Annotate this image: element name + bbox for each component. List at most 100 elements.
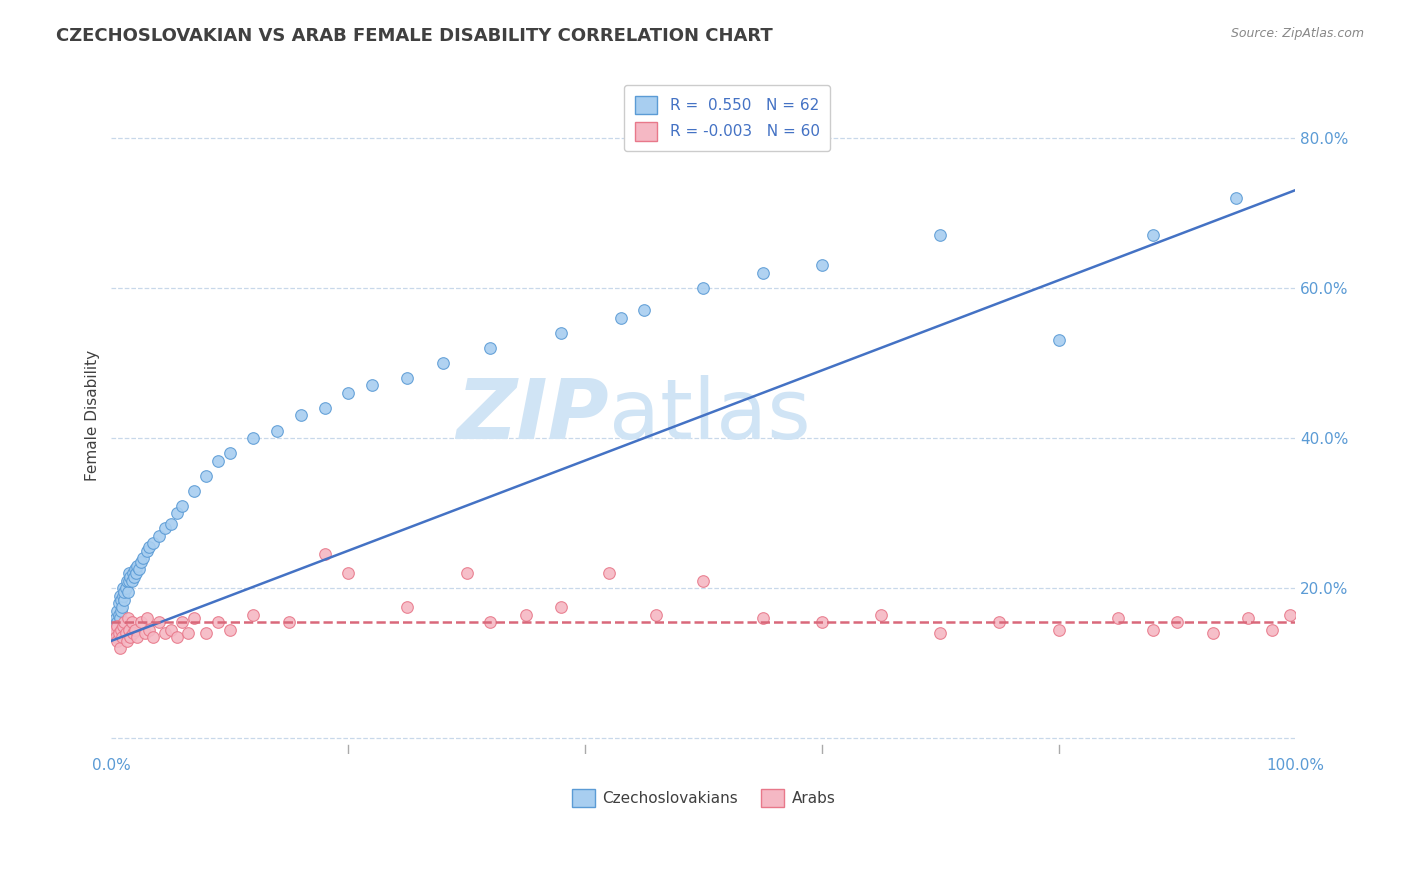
Point [105, 611, 128, 625]
Point [107, 607, 129, 622]
Point [110, 604, 132, 618]
Point [110, 623, 132, 637]
Point [153, 521, 176, 535]
Point [1225, 191, 1247, 205]
Point [148, 529, 170, 543]
Point [114, 585, 136, 599]
Point [207, 615, 229, 629]
Point [633, 303, 655, 318]
Point [337, 386, 360, 401]
Point [153, 626, 176, 640]
Point [129, 555, 152, 569]
Point [112, 619, 135, 633]
Point [811, 258, 834, 272]
Point [132, 551, 155, 566]
Point [112, 581, 135, 595]
Point [117, 611, 139, 625]
Point [105, 630, 128, 644]
Point [142, 630, 165, 644]
Legend: Czechoslovakians, Arabs: Czechoslovakians, Arabs [565, 782, 841, 814]
Point [107, 626, 129, 640]
Point [104, 619, 127, 633]
Point [870, 607, 893, 622]
Point [266, 424, 288, 438]
Point [432, 356, 454, 370]
Point [118, 574, 141, 588]
Point [361, 378, 384, 392]
Point [114, 592, 136, 607]
Point [103, 626, 125, 640]
Point [127, 558, 149, 573]
Point [811, 615, 834, 629]
Point [396, 600, 419, 615]
Point [142, 536, 165, 550]
Point [118, 623, 141, 637]
Point [1166, 615, 1188, 629]
Point [127, 630, 149, 644]
Point [172, 499, 194, 513]
Point [136, 543, 159, 558]
Text: Source: ZipAtlas.com: Source: ZipAtlas.com [1230, 27, 1364, 40]
Point [314, 548, 336, 562]
Point [136, 611, 159, 625]
Point [138, 540, 160, 554]
Point [242, 431, 264, 445]
Point [114, 615, 136, 629]
Point [550, 600, 572, 615]
Text: CZECHOSLOVAKIAN VS ARAB FEMALE DISABILITY CORRELATION CHART: CZECHOSLOVAKIAN VS ARAB FEMALE DISABILIT… [56, 27, 773, 45]
Point [1261, 623, 1284, 637]
Point [105, 615, 128, 629]
Point [114, 626, 136, 640]
Point [108, 589, 131, 603]
Point [111, 630, 134, 644]
Point [138, 623, 160, 637]
Point [598, 566, 620, 581]
Y-axis label: Female Disability: Female Disability [86, 350, 100, 481]
Point [112, 589, 135, 603]
Point [105, 604, 128, 618]
Point [1047, 623, 1070, 637]
Point [122, 570, 145, 584]
Point [218, 446, 240, 460]
Point [148, 615, 170, 629]
Point [104, 623, 127, 637]
Point [159, 517, 181, 532]
Point [108, 641, 131, 656]
Point [751, 611, 773, 625]
Point [609, 310, 631, 325]
Point [195, 468, 218, 483]
Point [290, 409, 312, 423]
Point [1201, 626, 1223, 640]
Point [125, 566, 148, 581]
Point [692, 574, 714, 588]
Point [120, 630, 142, 644]
Point [988, 615, 1011, 629]
Text: ZIP: ZIP [456, 375, 609, 456]
Point [1142, 623, 1164, 637]
Point [550, 326, 572, 340]
Point [134, 626, 156, 640]
Point [117, 585, 139, 599]
Point [121, 615, 143, 629]
Point [103, 626, 125, 640]
Point [929, 626, 952, 640]
Point [110, 592, 132, 607]
Point [242, 607, 264, 622]
Point [314, 401, 336, 415]
Point [105, 633, 128, 648]
Point [515, 607, 537, 622]
Point [166, 506, 188, 520]
Point [107, 596, 129, 610]
Point [1237, 611, 1260, 625]
Point [1047, 334, 1070, 348]
Point [121, 626, 143, 640]
Point [456, 566, 478, 581]
Point [183, 483, 205, 498]
Point [111, 600, 134, 615]
Point [183, 611, 205, 625]
Point [337, 566, 360, 581]
Point [751, 266, 773, 280]
Point [121, 574, 143, 588]
Point [124, 562, 146, 576]
Point [172, 615, 194, 629]
